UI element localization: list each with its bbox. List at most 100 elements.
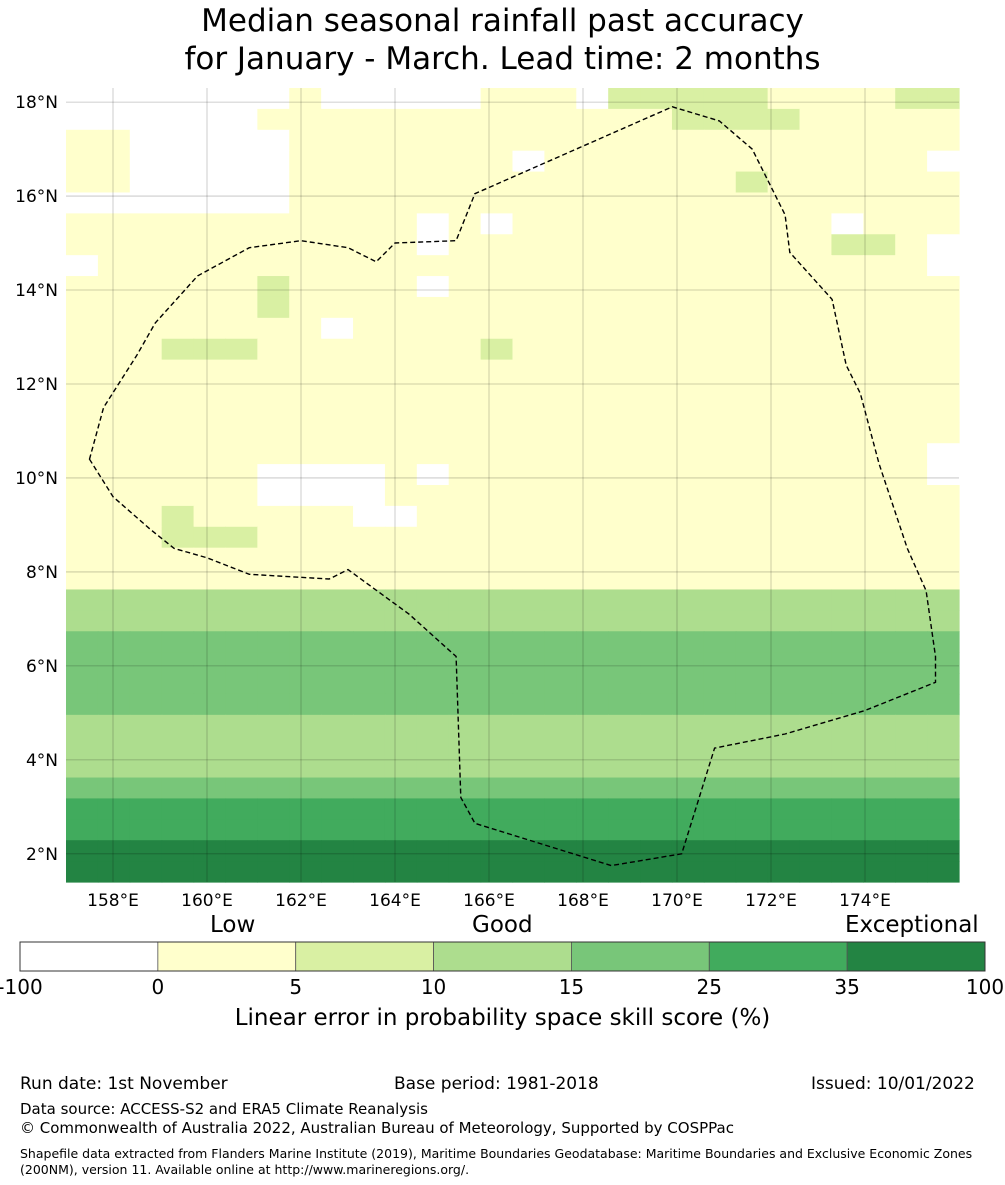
grid-cell xyxy=(480,798,514,820)
grid-cell xyxy=(321,547,354,570)
grid-cell xyxy=(703,359,737,382)
grid-cell xyxy=(703,443,737,465)
grid-cell xyxy=(257,568,290,591)
grid-cell xyxy=(257,359,290,382)
grid-cell xyxy=(66,422,99,444)
grid-cell xyxy=(767,526,801,549)
grid-cell xyxy=(703,317,737,340)
grid-cell xyxy=(544,798,577,820)
latitude-label: 18°N xyxy=(15,93,58,113)
grid-cell xyxy=(831,171,864,194)
grid-cell xyxy=(66,338,99,361)
grid-cell xyxy=(161,505,195,528)
grid-cell xyxy=(927,317,960,340)
grid-cell xyxy=(384,464,418,486)
grid-cell xyxy=(321,359,354,382)
colorbar-segment xyxy=(571,941,710,972)
grid-cell xyxy=(703,150,737,173)
grid-cell xyxy=(448,798,482,820)
grid-cell xyxy=(671,276,705,298)
grid-cell xyxy=(448,547,482,570)
grid-cell xyxy=(289,108,322,131)
grid-cell xyxy=(512,108,545,131)
grid-cell xyxy=(799,568,833,591)
grid-cell xyxy=(66,443,99,465)
grid-cell xyxy=(735,443,769,465)
grid-cell xyxy=(97,568,131,591)
colorbar-segment xyxy=(708,941,848,972)
grid-cell xyxy=(831,798,864,820)
grid-cell xyxy=(735,108,769,131)
grid-cell xyxy=(703,380,737,403)
grid-cell xyxy=(257,213,290,235)
grid-cell xyxy=(640,276,673,298)
grid-cell xyxy=(289,735,322,758)
grid-cell xyxy=(703,819,737,841)
grid-cell xyxy=(161,276,195,298)
grid-cell xyxy=(97,213,131,235)
grid-cell xyxy=(863,861,896,883)
grid-cell xyxy=(544,819,577,841)
grid-cell xyxy=(161,735,195,758)
grid-cell xyxy=(161,213,195,235)
grid-cell xyxy=(384,673,418,695)
grid-cell xyxy=(703,401,737,423)
grid-cell xyxy=(703,673,737,695)
grid-cell xyxy=(735,819,769,841)
grid-cell xyxy=(289,255,322,277)
colorbar-tick-label: 35 xyxy=(834,975,860,999)
grid-cell xyxy=(927,213,960,235)
grid-cell xyxy=(831,234,864,256)
grid-cell xyxy=(799,505,833,528)
grid-cell xyxy=(895,485,928,507)
grid-cell xyxy=(480,129,514,152)
grid-cell xyxy=(66,714,99,737)
grid-cell xyxy=(671,296,705,319)
grid-cell xyxy=(831,401,864,423)
grid-cell xyxy=(863,401,896,423)
grid-cell xyxy=(225,610,258,632)
grid-cell xyxy=(895,610,928,632)
grid-cell xyxy=(544,234,577,256)
grid-cell xyxy=(767,673,801,695)
grid-cell xyxy=(927,296,960,319)
grid-cell xyxy=(544,777,577,800)
grid-cell xyxy=(640,485,673,507)
grid-cell xyxy=(193,840,227,862)
colorbar-segment xyxy=(433,941,572,972)
grid-cell xyxy=(640,819,673,841)
grid-cell xyxy=(799,213,833,235)
grid-cell xyxy=(66,547,99,570)
grid-cell xyxy=(480,589,514,611)
grid-cell xyxy=(767,401,801,423)
grid-cell xyxy=(895,380,928,403)
grid-cell xyxy=(703,631,737,653)
grid-cell xyxy=(863,443,896,465)
grid-cell xyxy=(321,192,354,214)
grid-cell xyxy=(512,422,545,444)
grid-cell xyxy=(353,276,386,298)
grid-cell xyxy=(480,631,514,653)
grid-cell xyxy=(416,359,450,382)
grid-cell xyxy=(576,505,609,528)
grid-cell xyxy=(193,735,227,758)
grid-cell xyxy=(576,652,609,674)
colorbar-tick-label: 0 xyxy=(151,975,165,999)
grid-cell xyxy=(863,88,896,110)
grid-cell xyxy=(161,464,195,486)
grid-cell xyxy=(448,464,482,486)
grid-cell xyxy=(512,380,545,403)
grid-cell xyxy=(321,485,354,507)
grid-cell xyxy=(384,359,418,382)
copyright: © Commonwealth of Australia 2022, Austra… xyxy=(20,1119,734,1137)
grid-cell xyxy=(831,840,864,862)
grid-cell xyxy=(257,276,290,298)
grid-cell xyxy=(289,464,322,486)
grid-cell xyxy=(863,652,896,674)
grid-cell xyxy=(544,443,577,465)
grid-cell xyxy=(97,777,131,800)
grid-cell xyxy=(831,108,864,131)
grid-cell xyxy=(671,129,705,152)
grid-cell xyxy=(576,276,609,298)
grid-cell xyxy=(480,777,514,800)
